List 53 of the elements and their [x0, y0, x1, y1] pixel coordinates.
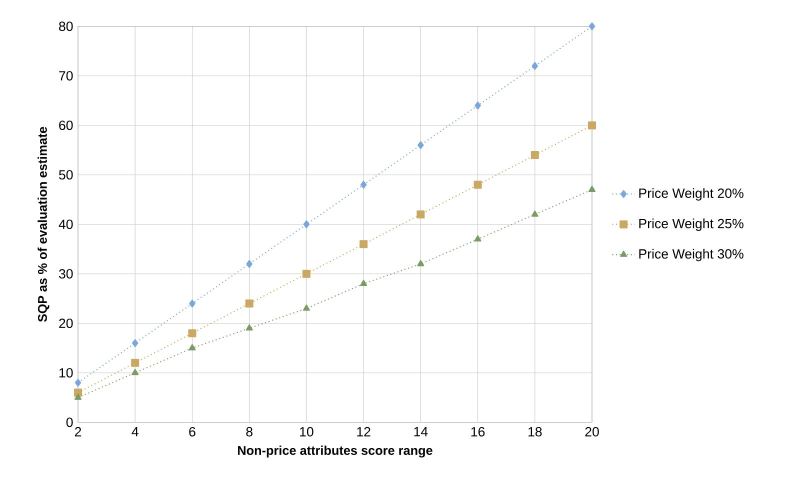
x-tick-label: 4 — [132, 427, 138, 436]
point — [302, 304, 310, 311]
point — [418, 141, 424, 150]
y-tick-label: 20 — [59, 318, 73, 328]
y-tick-label: 40 — [58, 220, 73, 230]
point — [360, 240, 368, 248]
x-tick-label: 14 — [414, 427, 428, 436]
x-tick-label: 10 — [300, 427, 314, 436]
point — [245, 300, 254, 308]
x-tick-label: 8 — [246, 427, 252, 436]
point — [474, 235, 482, 242]
point — [302, 270, 310, 278]
x-tick-label: 2 — [74, 427, 82, 436]
y-tick-label: 10 — [59, 368, 73, 378]
x-tick-label: 12 — [357, 427, 370, 436]
point — [360, 280, 368, 286]
point — [360, 180, 367, 189]
point — [474, 102, 481, 110]
point — [532, 62, 538, 70]
point — [246, 260, 252, 268]
legend-label: Price Weight 20% — [639, 188, 744, 201]
point — [131, 358, 140, 367]
point — [132, 368, 139, 376]
y-tick-label: 30 — [58, 269, 73, 279]
y-tick-label: 70 — [59, 71, 73, 81]
point — [474, 180, 482, 189]
y-tick-label: 80 — [59, 22, 73, 32]
point — [74, 394, 82, 400]
x-tick-label: 20 — [585, 427, 599, 436]
x-tick-label: 16 — [471, 427, 485, 436]
y-tick-label: 50 — [59, 170, 73, 180]
y-tick-label: 0 — [66, 418, 73, 428]
point — [588, 121, 596, 130]
point — [246, 324, 253, 331]
point — [530, 151, 539, 160]
legend-label: Price Weight 30% — [639, 248, 744, 262]
y-axis-title: SQP as % of evaluation estimate — [38, 126, 50, 322]
y-tick-label: 60 — [59, 120, 73, 130]
point — [417, 260, 424, 266]
point — [189, 300, 196, 308]
point — [588, 22, 596, 30]
point — [531, 210, 538, 217]
point — [188, 329, 196, 338]
point — [188, 344, 196, 350]
point — [74, 378, 82, 387]
point — [132, 339, 138, 348]
point — [303, 220, 310, 228]
x-axis-title: Non-price attributes score range — [238, 446, 432, 458]
legend-label: Price Weight 25% — [639, 218, 744, 231]
point — [416, 210, 425, 218]
point — [588, 186, 596, 192]
x-tick-label: 18 — [528, 427, 542, 436]
x-tick-label: 6 — [189, 427, 196, 436]
